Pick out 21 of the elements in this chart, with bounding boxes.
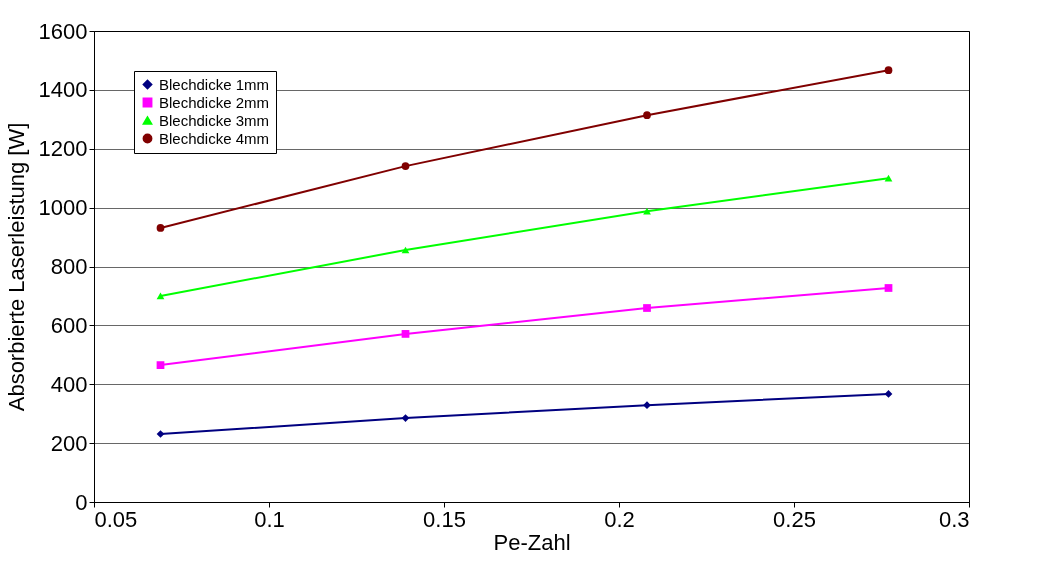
y-axis-title: Absorbierte Laserleistung [W] <box>3 122 29 412</box>
x-tick-label: 0.2 <box>604 506 635 532</box>
x-tick-label: 0.05 <box>94 506 138 532</box>
y-tick-label: 600 <box>50 312 88 338</box>
y-tick-label: 0 <box>75 489 88 515</box>
y-tick-label: 400 <box>50 371 88 397</box>
y-tick-label: 200 <box>50 430 88 456</box>
x-tick-label: 0.15 <box>423 506 466 532</box>
x-tick-label: 0.1 <box>254 506 285 532</box>
y-tick-label: 800 <box>50 254 88 279</box>
legend-label: Blechdicke 4mm <box>159 129 270 147</box>
x-tick-label: 0.25 <box>773 506 816 532</box>
legend-label: Blechdicke 2mm <box>159 93 270 111</box>
y-tick-label: 1200 <box>38 136 88 162</box>
x-axis-title: Pe-Zahl <box>493 529 571 555</box>
y-tick-label: 1000 <box>38 195 88 221</box>
x-tick-label: 0.3 <box>938 506 970 532</box>
y-tick-label: 1600 <box>38 18 88 44</box>
legend-label: Blechdicke 3mm <box>159 111 270 129</box>
legend-label: Blechdicke 1mm <box>159 75 270 93</box>
y-tick-label: 1400 <box>38 77 88 103</box>
